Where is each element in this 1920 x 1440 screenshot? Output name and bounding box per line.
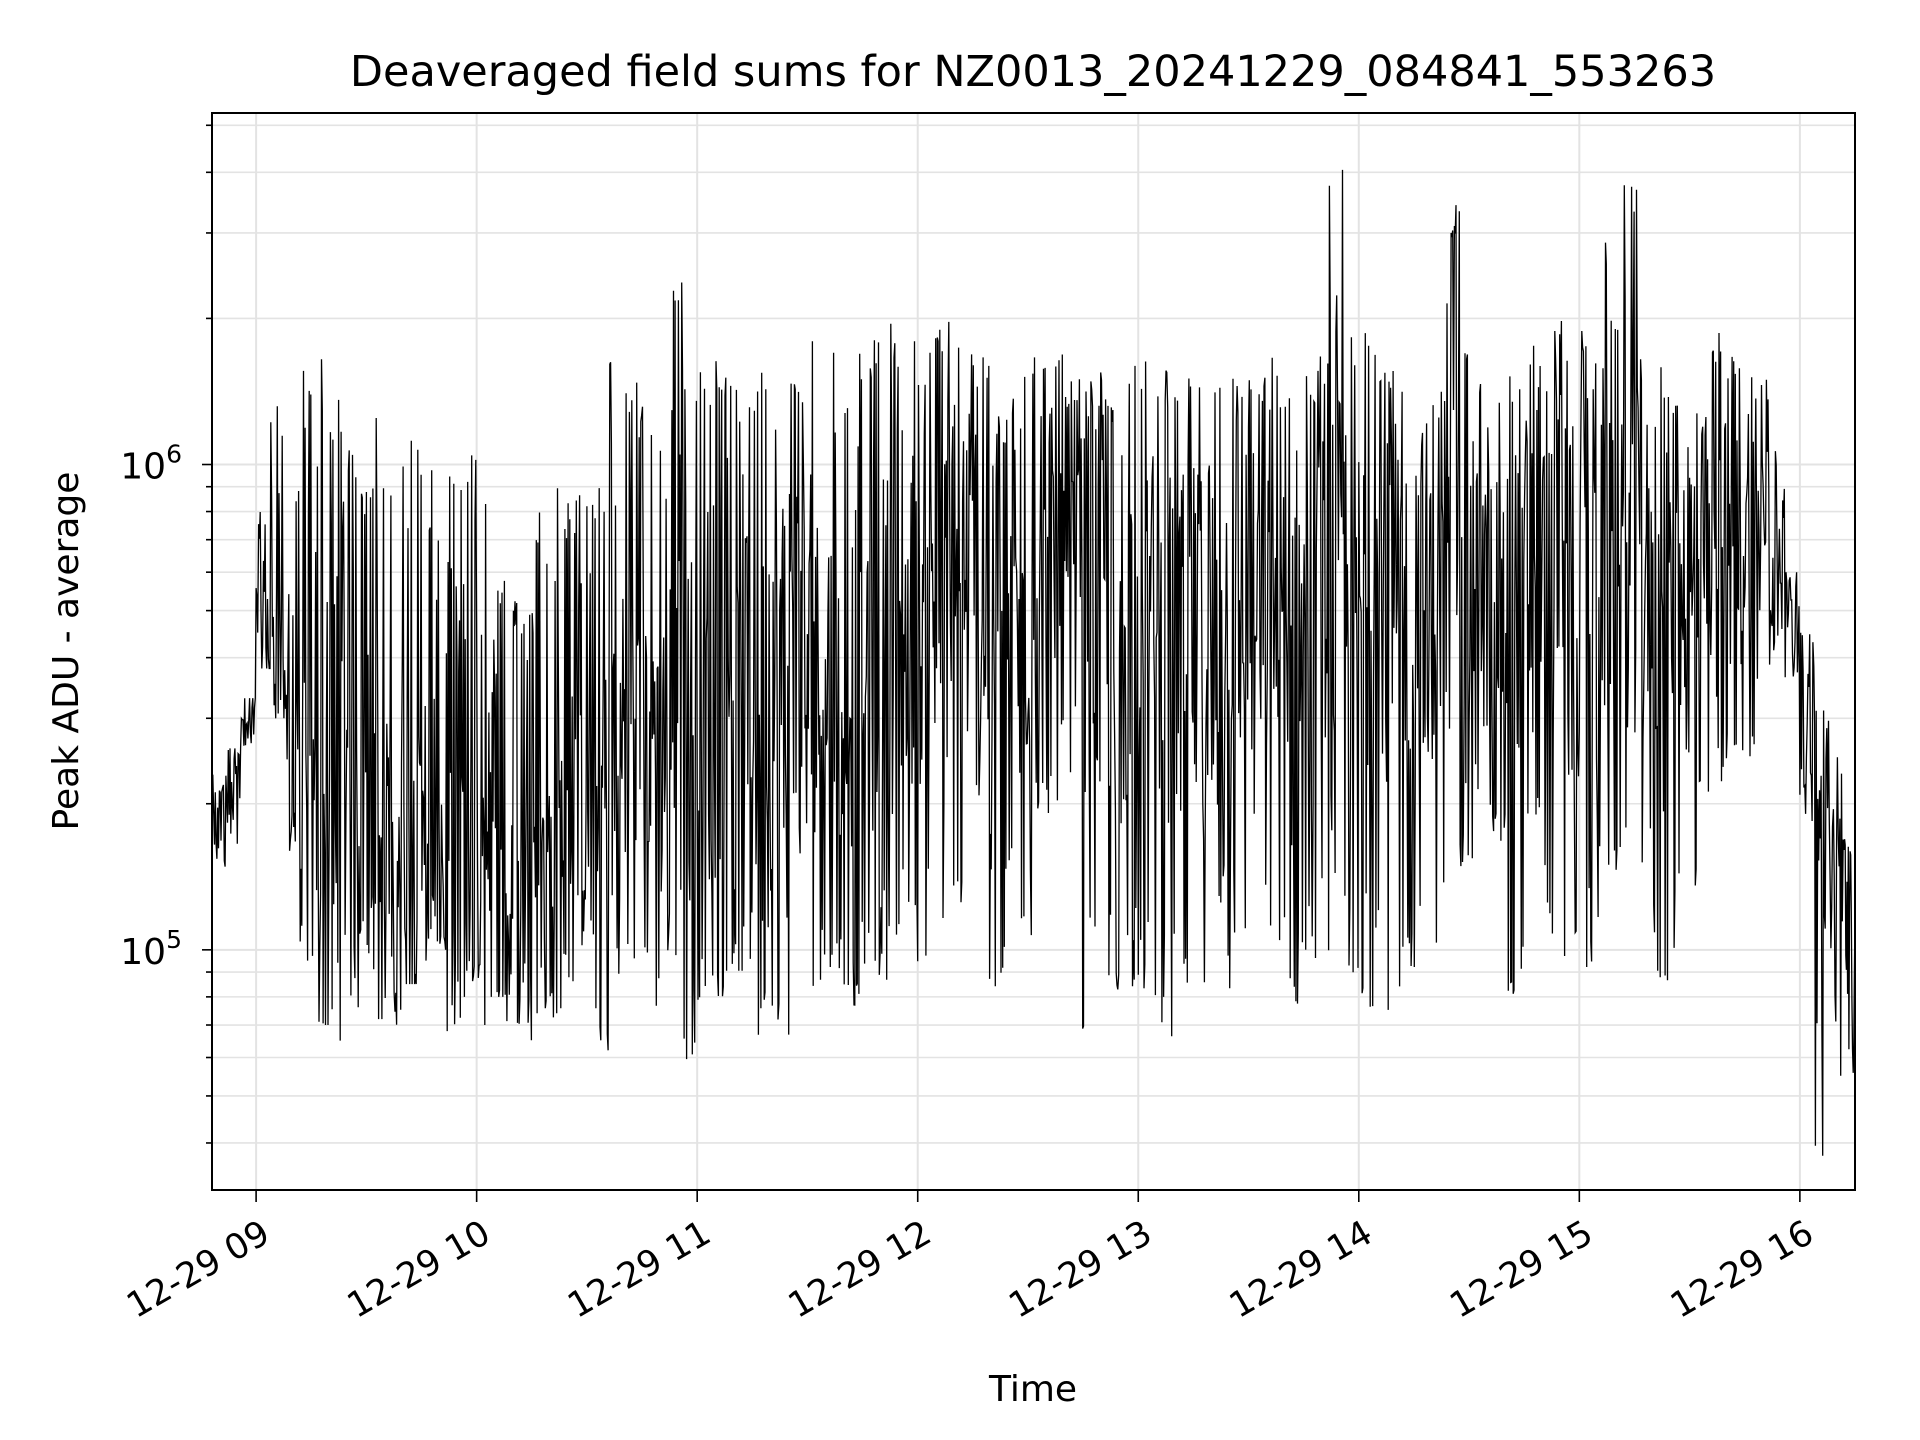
y-tick-label: 106 xyxy=(120,440,182,488)
plot-frame xyxy=(211,112,1856,1191)
series-line xyxy=(211,169,1856,1156)
chart-title: Deaveraged field sums for NZ0013_2024122… xyxy=(350,47,1716,97)
plot-area xyxy=(211,169,1856,1156)
y-tick-label-base: 10 xyxy=(120,447,166,488)
y-axis-label: Peak ADU - average xyxy=(46,472,87,831)
y-tick-label-base: 10 xyxy=(120,932,166,973)
x-axis-label: Time xyxy=(988,1369,1077,1410)
y-tick-label-exponent: 6 xyxy=(166,440,182,469)
y-tick-label: 105 xyxy=(120,925,182,973)
y-tick-label-exponent: 5 xyxy=(166,925,182,954)
